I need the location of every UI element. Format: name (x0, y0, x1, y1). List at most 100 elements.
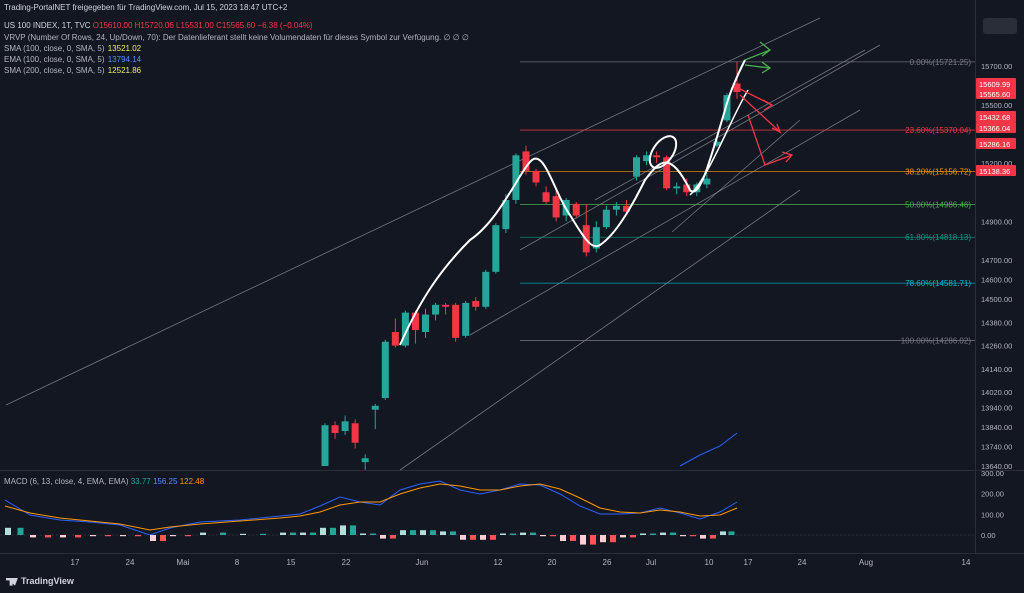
macd-histogram-bar (728, 531, 735, 535)
macd-histogram-bar (120, 535, 126, 537)
candle-body (532, 170, 540, 183)
tradingview-brand[interactable]: TradingView (6, 576, 74, 586)
trend-channel-line (519, 44, 881, 251)
macd-histogram-bar (400, 530, 406, 535)
indicator-value: 13521.02 (107, 44, 142, 53)
fib-level-label: 50.00%(14986.46) (905, 201, 971, 210)
price-badge (976, 138, 1016, 149)
price-axis-label: 15700.00 (981, 62, 1012, 71)
price-axis-label: 14500.00 (981, 295, 1012, 304)
macd-histogram-bar (600, 535, 606, 543)
macd-histogram-bar (260, 533, 266, 535)
trend-channel-line (671, 119, 801, 233)
candle-body (602, 209, 610, 228)
macd-histogram-bar (320, 527, 326, 535)
shared-by-text: Trading-PortalNET freigegeben für Tradin… (4, 3, 288, 12)
candle-body (673, 186, 681, 189)
highlight-ellipse (648, 135, 678, 169)
candle-body (371, 405, 379, 410)
indicator-row-ema100[interactable]: EMA (100, close, 0, SMA, 5) 13794.14 (4, 55, 142, 65)
fib-level-label: 0.00%(15721.25) (910, 58, 972, 67)
candle-body (421, 314, 429, 333)
macd-histogram-bar (45, 535, 51, 538)
time-axis-label: 17 (744, 558, 753, 567)
price-axis-label: 13840.00 (981, 423, 1012, 432)
price-badge (976, 165, 1016, 176)
macd-histogram-bar (640, 533, 646, 535)
price-badge (976, 111, 1016, 122)
high-value: H15720.06 (134, 21, 174, 30)
macd-histogram-bar (590, 535, 596, 545)
candle-body (381, 341, 389, 399)
fib-level-label: 23.60%(15370.04) (905, 126, 971, 135)
candle-body (653, 155, 661, 158)
fib-level-label: 100.00%(14286.02) (901, 337, 972, 346)
macd-signal-value: 122.48 (179, 477, 205, 486)
fib-level-label: 61.80%(14818.13) (905, 233, 971, 242)
price-badge (976, 88, 1016, 99)
macd-histogram-bar (490, 535, 496, 540)
macd-histogram-bar (380, 535, 386, 539)
macd-histogram-bar (390, 535, 396, 539)
low-value: L15531.00 (176, 21, 214, 30)
candle-body (512, 155, 520, 200)
indicator-row-sma100[interactable]: SMA (100, close, 0, SMA, 5) 13521.02 (4, 44, 142, 54)
symbol-name[interactable]: US 100 INDEX, 1T, TVC (4, 21, 91, 30)
macd-axis-label: 0.00 (981, 531, 996, 540)
candle-body (452, 304, 460, 338)
macd-histogram-bar (160, 535, 166, 541)
candle-body (552, 196, 560, 218)
macd-axis-label: 200.00 (981, 490, 1004, 499)
price-axis-label: 13740.00 (981, 443, 1012, 452)
annotation-arrow (744, 61, 772, 74)
annotation-arrow (747, 114, 794, 166)
macd-histogram-bar (510, 533, 516, 535)
tradingview-logo-icon (6, 577, 18, 586)
macd-histogram-bar (240, 533, 246, 535)
trend-channel-line (399, 189, 801, 471)
candle-body (492, 225, 500, 272)
candle-body (361, 458, 369, 463)
price-axis-label: 14260.00 (981, 342, 1012, 351)
price-badge-label: 15286.16 (979, 140, 1010, 149)
ema-line (679, 432, 738, 467)
price-badge-label: 15609.99 (979, 80, 1010, 89)
signal-line (4, 483, 738, 531)
time-axis-label: 12 (494, 558, 503, 567)
macd-line-value: 156.25 (152, 477, 178, 486)
time-axis-label: 20 (548, 558, 557, 567)
candle-body (522, 151, 530, 171)
macd-histogram-bar (330, 527, 336, 535)
candle-body (713, 141, 721, 146)
candle-body (341, 421, 349, 432)
macd-legend[interactable]: MACD (6, 13, close, 4, EMA, EMA) 33.77 1… (4, 477, 204, 487)
hand-drawn-path (689, 89, 749, 196)
macd-histogram-bar (470, 535, 476, 540)
candle-body (331, 425, 339, 433)
candle-body (612, 205, 620, 210)
indicator-value: 12521.86 (107, 66, 142, 75)
price-axis-label: 15200.00 (981, 159, 1012, 168)
indicator-label: SMA (100, close, 0, SMA, 5) (4, 44, 105, 53)
indicator-row-sma200[interactable]: SMA (200, close, 0, SMA, 5) 12521.86 (4, 66, 142, 76)
macd-histogram-bar (90, 535, 96, 537)
price-axis-label: 14020.00 (981, 388, 1012, 397)
vrvp-line[interactable]: VRVP (Number Of Rows, 24, Up/Down, 70): … (4, 33, 469, 42)
price-badge-label: 15432.68 (979, 113, 1010, 122)
time-axis-label: 22 (342, 558, 351, 567)
time-axis-label: 8 (235, 558, 240, 567)
time-axis-label: 24 (798, 558, 807, 567)
macd-histogram-bar (370, 533, 376, 535)
macd-axis-label: 300.00 (981, 469, 1004, 478)
macd-histogram-bar (360, 533, 366, 535)
time-axis-label: 10 (705, 558, 714, 567)
candle-body (391, 332, 399, 346)
chart-toggle-button[interactable] (983, 18, 1017, 34)
macd-histogram-bar (60, 535, 66, 538)
indicator-label: EMA (100, close, 0, SMA, 5) (4, 55, 105, 64)
macd-histogram-bar (680, 535, 686, 537)
macd-histogram-bar (710, 535, 716, 539)
candle-body (442, 304, 450, 307)
